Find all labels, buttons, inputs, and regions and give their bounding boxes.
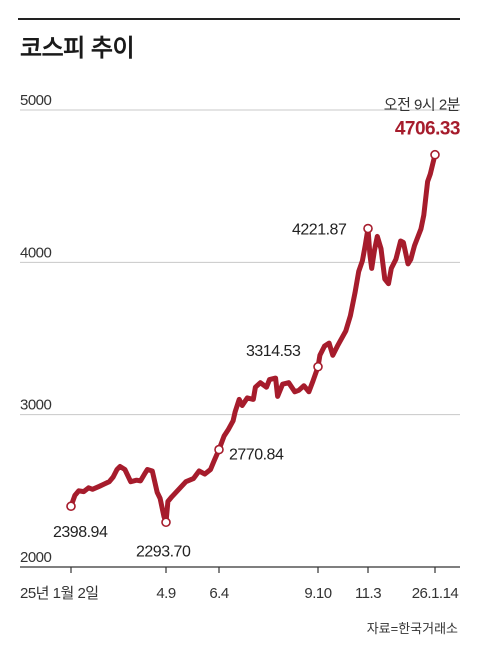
x-tick-label: 25년 1월 2일 <box>20 585 99 602</box>
x-tick-label: 26.1.14 <box>412 585 459 602</box>
x-tick-label: 6.4 <box>209 585 229 602</box>
y-tick-label: 2000 <box>20 549 52 566</box>
x-tick-label: 4.9 <box>156 585 176 602</box>
annotation-label: 3314.53 <box>246 343 301 360</box>
annotation-marker <box>214 444 224 455</box>
annotation-label: 2293.70 <box>136 543 191 560</box>
annotation-label: 2770.84 <box>229 447 284 464</box>
y-tick-label: 4000 <box>20 244 52 261</box>
chart-title: 코스피 추이 <box>20 35 135 62</box>
annotation-label: 4221.87 <box>292 222 347 239</box>
latest-value-label: 4706.33 <box>395 119 460 140</box>
x-tick-label: 9.10 <box>304 585 331 602</box>
kospi-series-line <box>68 152 438 525</box>
y-tick-label: 3000 <box>20 397 52 414</box>
annotation-marker <box>66 501 76 512</box>
y-tick-label: 5000 <box>20 92 52 109</box>
source-note: 자료=한국거래소 <box>366 621 458 636</box>
annotation-marker <box>161 517 171 528</box>
annotation-marker <box>313 361 323 372</box>
latest-time-label: 오전 9시 2분 <box>384 97 461 114</box>
x-tick-label: 11.3 <box>355 585 381 602</box>
title-rule <box>18 18 460 20</box>
annotation-label: 2398.94 <box>53 524 108 541</box>
annotation-marker <box>430 149 440 160</box>
annotation-marker <box>363 223 373 234</box>
